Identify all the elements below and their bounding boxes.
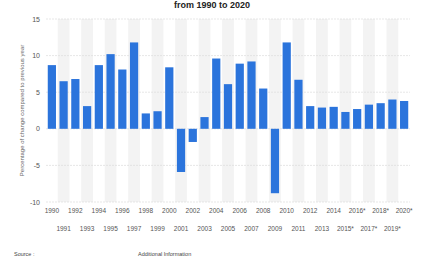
bar [224, 84, 232, 129]
x-tick-label: 2016* [349, 207, 366, 214]
bar [400, 101, 408, 129]
bar [388, 100, 396, 129]
band [128, 19, 140, 202]
x-tick-label: 2008 [256, 207, 271, 214]
x-tick-label: 2015* [337, 225, 354, 232]
y-tick-label: -5 [34, 162, 40, 169]
bar [318, 108, 326, 129]
x-tick-label: 1996 [115, 207, 130, 214]
y-tick-label: 5 [36, 89, 40, 96]
annotation: Additional Information [138, 251, 191, 257]
y-tick-label: -10 [30, 199, 40, 206]
bar [165, 67, 173, 128]
x-tick-label: 1990 [45, 207, 60, 214]
bar [71, 79, 79, 129]
band [58, 19, 70, 202]
bar [365, 105, 373, 129]
x-tick-label: 2004 [209, 207, 224, 214]
band [105, 19, 117, 202]
x-tick-label: 1999 [150, 225, 165, 232]
bar [377, 103, 385, 129]
bars [48, 42, 408, 193]
band [387, 19, 399, 202]
annotation: Source : [14, 251, 35, 257]
bar [353, 109, 361, 129]
band [175, 19, 187, 202]
x-tick-label: 1993 [80, 225, 95, 232]
x-tick-label: 2017* [360, 225, 377, 232]
bar [118, 70, 126, 129]
band [316, 19, 328, 202]
band [199, 19, 211, 202]
x-tick-label: 2001 [174, 225, 189, 232]
x-tick-label: 2018* [372, 207, 389, 214]
x-tick-label: 2006 [233, 207, 248, 214]
band [363, 19, 375, 202]
x-tick-label: 1997 [127, 225, 142, 232]
bar [236, 64, 244, 129]
x-tick-label: 2019* [384, 225, 401, 232]
band [340, 19, 352, 202]
x-tick-label: 2005 [221, 225, 236, 232]
bar [306, 106, 314, 129]
band [246, 19, 258, 202]
x-tick-label: 1994 [92, 207, 107, 214]
band [269, 19, 281, 202]
bar [294, 80, 302, 129]
x-tick-label: 2014 [326, 207, 341, 214]
bar [95, 65, 103, 129]
x-tick-label: 2000 [162, 207, 177, 214]
y-tick-label: 10 [32, 52, 40, 59]
bar [200, 117, 208, 129]
x-tick-label: 2002 [186, 207, 201, 214]
bar [83, 106, 91, 129]
x-tick-label: 2020* [396, 207, 413, 214]
x-tick-label: 1991 [56, 225, 71, 232]
x-tick-label: 1992 [68, 207, 83, 214]
y-tick-label: 15 [32, 16, 40, 23]
x-tick-label: 2012 [303, 207, 318, 214]
x-tick-label: 1995 [103, 225, 118, 232]
bar [247, 61, 255, 128]
band [152, 19, 164, 202]
bar [48, 65, 56, 129]
bar [130, 42, 138, 128]
bar [177, 129, 185, 172]
band [81, 19, 93, 202]
x-tick-label: 2007 [244, 225, 259, 232]
y-tick-label: 0 [36, 125, 40, 132]
bar [212, 59, 220, 129]
x-tick-label: 2013 [315, 225, 330, 232]
y-axis-label: Percentage of change compared to previou… [19, 45, 25, 176]
grid-line [46, 19, 410, 20]
bar [153, 111, 161, 129]
chart: from 1990 to 2020 -10 -5 0 5 10 15 Percentage o… [0, 0, 424, 262]
bar [189, 129, 197, 142]
bar [106, 54, 114, 129]
x-tick-label: 2011 [291, 225, 305, 232]
title: from 1990 to 2020 [174, 0, 250, 10]
bar [271, 129, 279, 193]
bar [341, 112, 349, 129]
band [222, 19, 234, 202]
bar [259, 89, 267, 129]
x-tick-label: 2010 [279, 207, 294, 214]
bar [283, 42, 291, 128]
band [293, 19, 305, 202]
x-tick-label: 2003 [197, 225, 212, 232]
x-tick-label: 2009 [268, 225, 283, 232]
bar [60, 81, 68, 129]
bar [330, 107, 338, 129]
grid-line [46, 202, 410, 203]
bar [142, 113, 150, 128]
grid-line [46, 165, 410, 166]
x-tick-label: 1998 [139, 207, 154, 214]
grid-line [46, 55, 410, 56]
